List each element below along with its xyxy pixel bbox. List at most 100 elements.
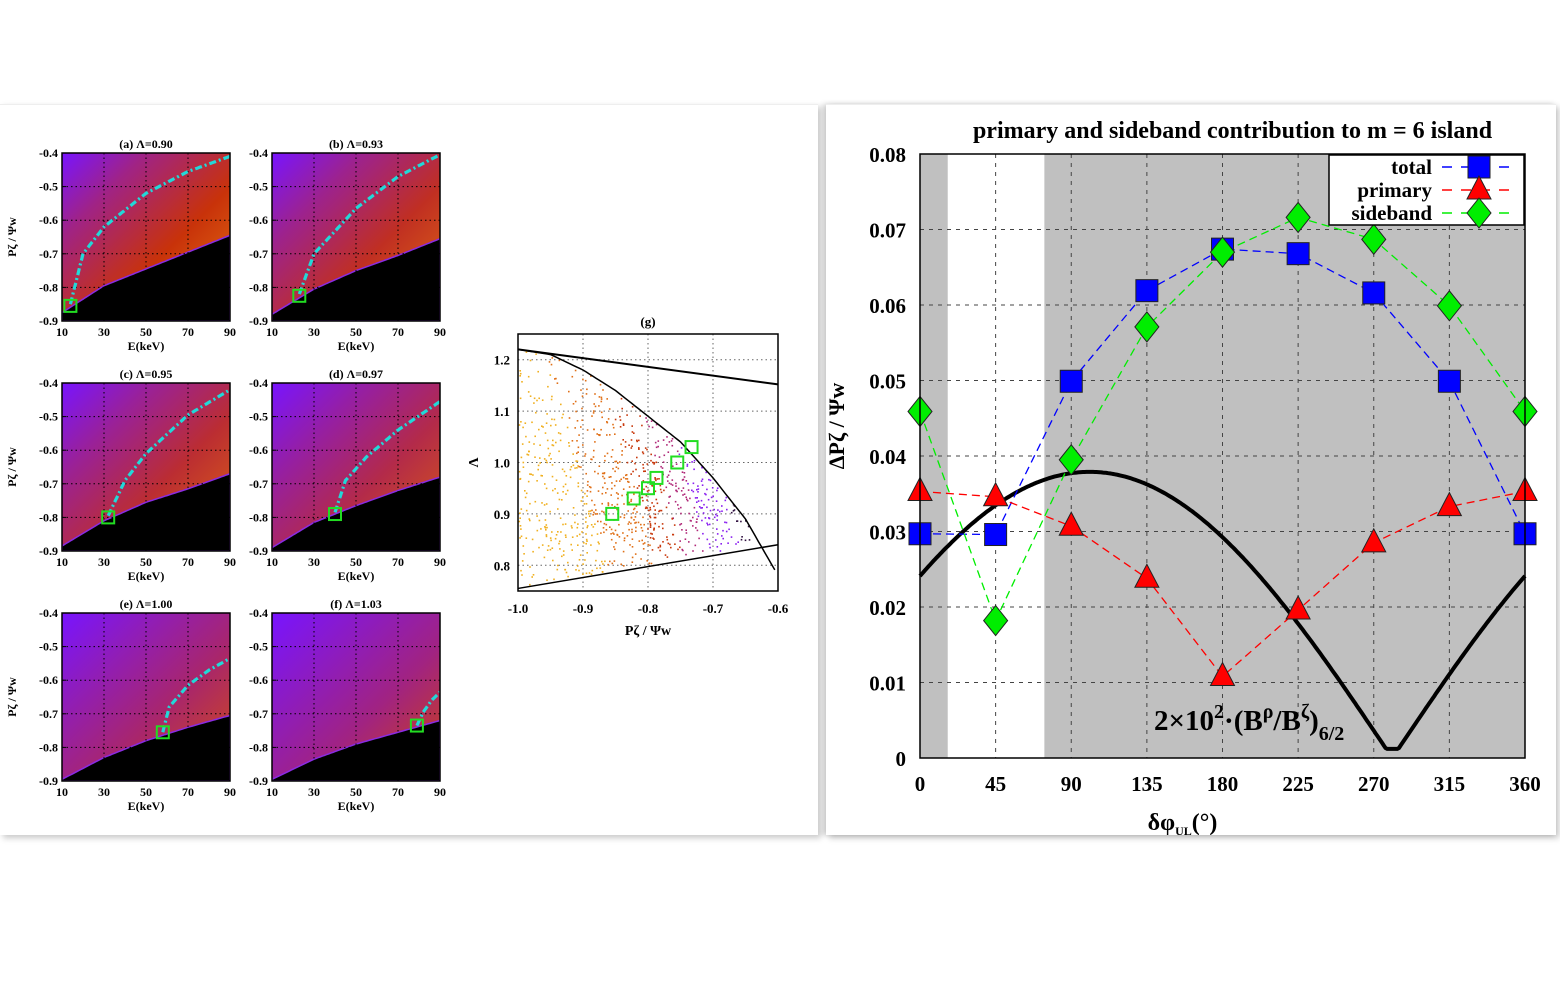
scatter-point [525,537,528,539]
scatter-point [672,517,674,519]
scatter-point [545,529,547,531]
scatter-point [562,523,564,526]
scatter-point [558,498,561,501]
y-tick-label: -0.5 [39,180,58,194]
scatter-point [715,539,717,541]
scatter-point [630,473,632,475]
scatter-point [528,441,531,443]
scatter-point [665,486,668,489]
scatter-point [601,571,604,573]
scatter-point [630,447,633,449]
scatter-point [589,490,592,493]
scatter-point [638,540,641,542]
scatter-point [584,455,586,457]
scatter-point [603,477,606,480]
subplot-title: (b) Λ=0.93 [329,137,383,151]
scatter-point [574,514,576,516]
scatter-point [534,456,536,458]
scatter-point [535,411,537,414]
scatter-point [631,538,634,540]
scatter-point [700,499,703,502]
scatter-point [660,491,663,494]
scatter-point [657,440,660,442]
scatter-point [541,475,543,477]
scatter-point [722,529,724,532]
scatter-point [594,405,597,408]
scatter-point [641,529,644,532]
series-line-primary [919,490,1526,678]
scatter-point [525,435,527,438]
scatter-point [634,516,637,518]
scatter-point [661,523,664,525]
scatter-point [569,476,572,479]
scatter-point [611,449,614,451]
data-point-primary [1134,563,1160,588]
scatter-point [596,513,599,515]
scatter-point [662,527,664,530]
scatter-point [520,535,523,538]
scatter-point [529,502,531,505]
scatter-point [520,456,523,459]
subplot-title: (g) [640,314,655,329]
scatter-point [547,447,550,450]
scatter-point [645,417,647,419]
scatter-point [654,490,657,493]
scatter-point [666,436,668,438]
scatter-point [645,535,647,538]
x-tick-label: 90 [434,555,446,569]
scatter-point [675,489,677,492]
scatter-point [650,420,653,422]
scatter-point [555,441,557,444]
y-tick-label: 0.06 [869,294,906,318]
scatter-point [695,521,698,523]
scatter-point [600,398,603,400]
y-tick-label: -0.5 [249,640,268,654]
scatter-point [544,432,547,434]
heatmap-subplot-f: (f) Λ=1.03 -0.4 -0.5 -0.6 -0.7 -0.8 -0.910 30 50… [249,597,446,813]
scatter-point [650,459,652,462]
scatter-point [551,464,554,466]
scatter-point [530,473,532,476]
scatter-point [590,375,592,377]
scatter-point [547,385,549,388]
scatter-point [582,563,584,565]
scatter-point [584,559,586,561]
scatter-point [666,536,668,538]
scatter-point [572,453,574,455]
scatter-point [649,523,652,525]
x-axis-label: E(keV) [338,569,375,583]
scatter-point [655,423,658,426]
annotation-slash: /B [1272,705,1300,737]
data-point-total [1286,242,1310,266]
scatter-point [691,461,693,463]
scatter-point [668,482,671,485]
scatter-point [680,447,683,449]
subplot-title: (f) Λ=1.03 [330,597,381,611]
scatter-point [535,353,537,355]
y-axis-label: Λ [467,457,482,467]
scatter-point [547,545,550,547]
scatter-point [650,532,652,535]
y-tick-label: -0.7 [39,247,58,261]
scatter-point [649,516,652,519]
scatter-point [613,484,616,487]
scatter-point [708,517,710,519]
data-point-total [1437,369,1461,393]
x-tick-label: 360 [1509,772,1541,796]
scatter-point [520,528,522,530]
scatter-point [544,526,546,528]
scatter-point [653,462,656,464]
scatter-point [666,556,669,558]
scatter-point [658,478,660,480]
scatter-point [613,560,616,562]
scatter-point [525,351,528,353]
scatter-point [613,546,615,548]
scatter-point [538,397,540,400]
scatter-point [682,494,684,496]
scatter-point [591,569,594,572]
scatter-point [709,546,711,549]
chart-title: primary and sideband contribution to m =… [973,118,1493,144]
scatter-point [638,448,640,450]
scatter-point [642,480,645,482]
scatter-point [737,541,739,543]
